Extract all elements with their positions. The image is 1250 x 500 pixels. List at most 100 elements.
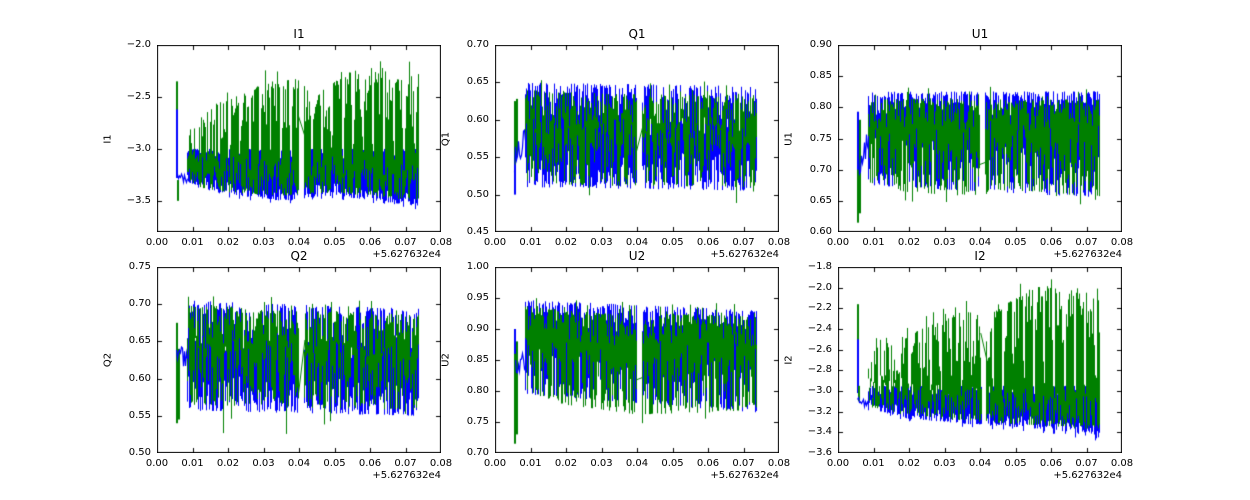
x-tick-label: 0.02	[216, 237, 240, 248]
x-tick-label: 0.01	[519, 458, 542, 469]
y-axis-label: Q2	[102, 352, 114, 368]
y-tick-label: −1.8	[807, 261, 832, 272]
y-axis-label: I2	[783, 355, 795, 365]
x-tick-label: 0.08	[767, 458, 791, 469]
x-tick-label: 0.02	[216, 458, 240, 469]
x-tick-label: 0.03	[590, 237, 613, 248]
x-tick-label: 0.06	[696, 237, 720, 248]
y-tick-label: 0.75	[128, 261, 151, 272]
subplot-u2: U2 U2 +5.627632e4 0.00 0.01 0.02 0.03 0.04 0.…	[441, 249, 791, 481]
subplot-title: I1	[293, 27, 305, 41]
x-axis-offset-label: +5.627632e4	[372, 470, 441, 481]
y-tick-label: 0.80	[809, 101, 832, 113]
x-tick-label: 0.01	[519, 237, 542, 248]
x-axis-offset-label: +5.627632e4	[710, 470, 779, 481]
y-tick-label: 0.65	[809, 194, 832, 206]
x-tick-label: 0.05	[661, 458, 684, 469]
x-tick-label: 0.06	[696, 458, 720, 469]
plot-area-i2	[838, 267, 1122, 453]
x-tick-label: 0.00	[826, 237, 850, 248]
x-axis-offset-label: +5.627632e4	[1053, 470, 1122, 481]
x-tick-label: 0.00	[483, 237, 507, 248]
x-tick-label: 0.04	[625, 458, 649, 469]
y-tick-label: 0.65	[128, 335, 151, 347]
x-tick-label: 0.00	[145, 237, 169, 248]
subplot-title: U2	[628, 249, 646, 263]
x-tick-label: 0.06	[1039, 237, 1063, 248]
x-tick-label: 0.00	[826, 458, 850, 469]
x-tick-label: 0.03	[933, 237, 956, 248]
y-tick-label: 0.60	[809, 226, 832, 237]
x-tick-label: 0.02	[897, 458, 921, 469]
subplot-q1: Q1 Q1 +5.627632e4 0.00 0.01 0.02 0.03 0.04 0.…	[441, 27, 791, 260]
y-tick-label: 0.55	[466, 151, 489, 163]
y-tick-label: −2.6	[807, 343, 832, 355]
y-tick-label: 0.80	[466, 385, 489, 396]
y-tick-label: −2.0	[807, 281, 832, 293]
y-tick-label: −2.0	[126, 39, 151, 50]
x-tick-label: 0.04	[625, 237, 649, 248]
x-tick-label: 0.05	[661, 237, 684, 248]
x-tick-label: 0.01	[181, 237, 204, 248]
x-tick-label: 0.08	[429, 237, 453, 248]
y-tick-label: 0.85	[809, 70, 832, 82]
x-tick-label: 0.05	[323, 458, 346, 469]
subplot-u1: U1 U1 +5.627632e4 0.00 0.01 0.02 0.03 0.04 0.…	[784, 27, 1134, 260]
y-axis-label: I1	[102, 133, 114, 144]
y-tick-label: −3.0	[126, 142, 151, 154]
x-tick-label: 0.04	[968, 458, 992, 469]
x-tick-label: 0.04	[287, 237, 311, 248]
y-axis-label: Q1	[440, 131, 452, 146]
x-tick-label: 0.07	[732, 237, 755, 248]
x-tick-label: 0.06	[358, 237, 382, 248]
x-tick-label: 0.08	[1110, 458, 1134, 469]
x-tick-label: 0.03	[933, 458, 956, 469]
x-tick-label: 0.08	[429, 458, 453, 469]
y-tick-label: 0.55	[128, 409, 151, 421]
subplot-i2: I2 I2 +5.627632e4 0.00 0.01 0.02 0.03 0.04 0.…	[784, 249, 1134, 481]
x-tick-label: 0.07	[394, 237, 417, 248]
x-tick-label: 0.03	[590, 458, 613, 469]
subplot-title: I2	[974, 249, 986, 263]
y-tick-label: 0.90	[809, 39, 832, 50]
x-tick-label: 0.02	[897, 237, 921, 248]
y-tick-label: 0.60	[128, 372, 151, 384]
x-tick-label: 0.04	[287, 458, 311, 469]
subplot-title: Q2	[290, 249, 308, 263]
y-tick-label: −2.4	[807, 323, 832, 334]
x-tick-label: 0.07	[1075, 458, 1098, 469]
x-tick-label: 0.01	[862, 458, 885, 469]
y-tick-label: 0.95	[466, 292, 489, 303]
y-tick-label: −2.8	[807, 364, 832, 376]
y-tick-label: 0.90	[466, 323, 489, 334]
plot-area-i1	[157, 45, 441, 232]
y-tick-label: 0.70	[466, 447, 489, 458]
x-tick-label: 0.06	[1039, 458, 1063, 469]
y-tick-label: 0.45	[466, 226, 489, 237]
x-tick-label: 0.03	[252, 458, 275, 469]
y-tick-label: −3.4	[807, 426, 832, 438]
y-tick-label: −2.2	[807, 302, 832, 314]
x-tick-label: 0.07	[732, 458, 755, 469]
y-tick-label: −3.5	[126, 194, 151, 206]
subplot-q2: Q2 Q2 +5.627632e4 0.00 0.01 0.02 0.03 0.04 0.…	[103, 249, 453, 481]
plot-area-u1	[838, 45, 1122, 232]
x-tick-label: 0.03	[252, 237, 275, 248]
x-tick-label: 0.04	[968, 237, 992, 248]
x-tick-label: 0.06	[358, 458, 382, 469]
subplot-i1: I1 I1 +5.627632e4 0.00 0.01 0.02 0.03 0.04 0.…	[103, 27, 453, 260]
subplot-title: Q1	[628, 27, 646, 41]
y-tick-label: 0.75	[466, 416, 489, 427]
x-tick-label: 0.02	[554, 458, 578, 469]
y-tick-label: −3.2	[807, 405, 832, 417]
y-tick-label: 0.85	[466, 354, 489, 365]
y-tick-label: 0.50	[466, 188, 489, 200]
x-tick-label: 0.07	[394, 458, 417, 469]
x-axis-offset-label: +5.627632e4	[710, 249, 779, 260]
x-tick-label: 0.02	[554, 237, 578, 248]
y-tick-label: 1.00	[466, 261, 489, 272]
y-tick-label: 0.75	[809, 132, 832, 144]
y-tick-label: 0.70	[466, 39, 489, 50]
y-tick-label: 0.70	[809, 163, 832, 175]
subplot-title: U1	[971, 27, 989, 41]
